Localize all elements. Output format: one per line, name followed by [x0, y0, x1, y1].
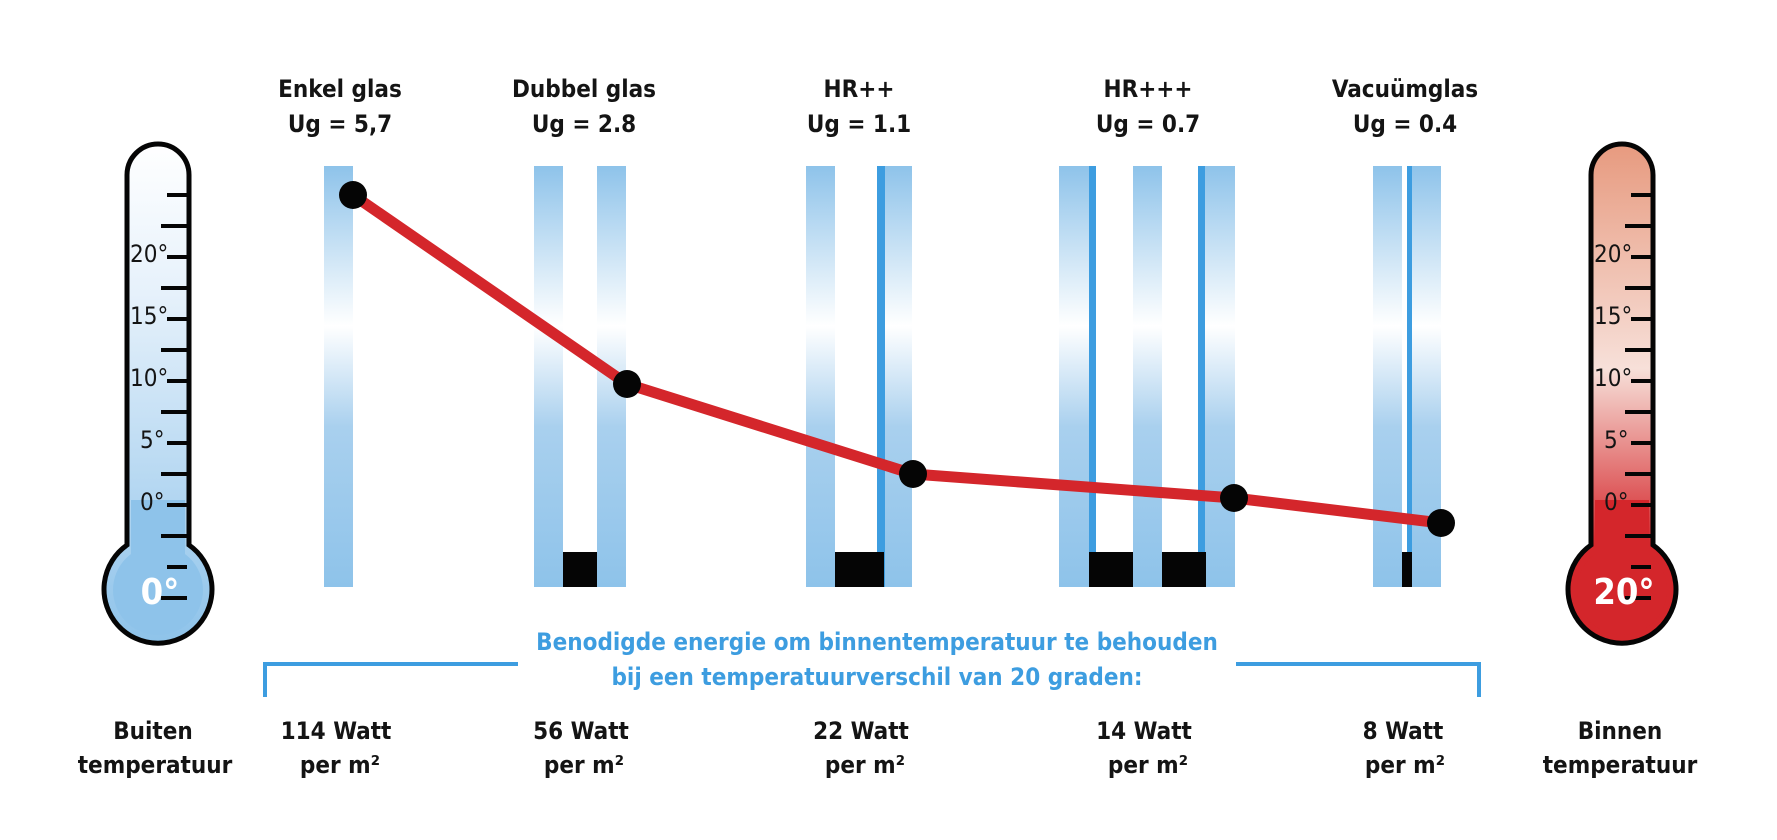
energy-value: 114 Watt: [281, 717, 392, 745]
energy-note: Benodigde energie om binnentemperatuur t…: [263, 628, 1481, 697]
glazing-ug: Ug = 2.8: [532, 110, 636, 138]
data-point: [1427, 509, 1455, 537]
heat-loss-line-layer: [339, 181, 1455, 537]
glazing-ug: Ug = 1.1: [807, 110, 911, 138]
glazing-ug: Ug = 5,7: [288, 110, 392, 138]
thermometer-inside-reading: 20°: [1593, 572, 1654, 613]
coating-line: [1407, 166, 1412, 587]
tick-label: 20°: [1594, 240, 1632, 268]
energy-unit: per m²: [825, 751, 905, 779]
glass-pane: [324, 166, 353, 587]
data-point: [899, 460, 927, 488]
thermometer-outside: 20° 15° 10° 5° 0° 0°: [101, 141, 215, 646]
thermometer-inside-ticks: [1625, 193, 1651, 600]
note-line1: Benodigde energie om binnentemperatuur t…: [536, 628, 1218, 656]
spacer-block: [835, 552, 884, 587]
tick-label: 10°: [1594, 364, 1632, 392]
coating-line: [877, 166, 885, 587]
data-point: [613, 370, 641, 398]
bracket-left: [263, 662, 518, 697]
energy-value: 22 Watt: [813, 717, 909, 745]
glazing-name: Vacuümglas: [1332, 75, 1478, 103]
bottom-labels: Buiten temperatuur 114 Watt per m² 56 Wa…: [78, 717, 1698, 779]
glass-pane: [1200, 166, 1235, 587]
energy-value: 14 Watt: [1096, 717, 1192, 745]
spacer-block: [1089, 552, 1133, 587]
tick-label: 15°: [1594, 302, 1632, 330]
glazing-name: HR+++: [1104, 75, 1193, 103]
bracket-right: [1236, 662, 1481, 697]
caption-inside-line2: temperatuur: [1543, 751, 1698, 779]
energy-value: 8 Watt: [1363, 717, 1444, 745]
glass-pane: [806, 166, 835, 587]
tick-label: 5°: [140, 426, 165, 454]
glazing-name: Enkel glas: [278, 75, 402, 103]
spacer-block: [1162, 552, 1206, 587]
glass-pane: [534, 166, 563, 587]
glazing-name: HR++: [824, 75, 895, 103]
energy-unit: per m²: [544, 751, 624, 779]
glazing-name: Dubbel glas: [512, 75, 656, 103]
glazing-headers: Enkel glas Ug = 5,7 Dubbel glas Ug = 2.8…: [278, 75, 1478, 138]
glass-panes: [324, 166, 1441, 587]
note-line2: bij een temperatuurverschil van 20 grade…: [611, 663, 1142, 691]
thermometer-outside-reading: 0°: [141, 572, 180, 613]
data-point: [339, 181, 367, 209]
energy-unit: per m²: [1365, 751, 1445, 779]
coating-line: [1198, 166, 1205, 587]
thermometer-inside: 20° 15° 10° 5° 0° 20°: [1565, 141, 1679, 646]
tick-label: 20°: [130, 240, 168, 268]
energy-unit: per m²: [300, 751, 380, 779]
caption-inside-line1: Binnen: [1578, 717, 1663, 745]
glass-pane: [1133, 166, 1162, 587]
thermometer-outside-fill: [131, 500, 185, 560]
data-point: [1220, 484, 1248, 512]
glazing-ug: Ug = 0.4: [1353, 110, 1457, 138]
glass-pane: [1059, 166, 1089, 587]
tick-label: 0°: [1604, 488, 1629, 516]
thermometer-outside-ticks: [161, 193, 187, 600]
caption-outside-line2: temperatuur: [78, 751, 233, 779]
tick-label: 0°: [140, 488, 165, 516]
energy-unit: per m²: [1108, 751, 1188, 779]
spacer-block: [563, 552, 597, 587]
thermometer-inside-fill: [1595, 500, 1649, 560]
tick-label: 5°: [1604, 426, 1629, 454]
caption-outside-line1: Buiten: [113, 717, 193, 745]
energy-value: 56 Watt: [533, 717, 629, 745]
coating-line: [1089, 166, 1096, 587]
glass-pane: [1373, 166, 1402, 587]
spacer-block: [1402, 552, 1412, 587]
tick-label: 10°: [130, 364, 168, 392]
glazing-ug: Ug = 0.7: [1096, 110, 1200, 138]
tick-label: 15°: [130, 302, 168, 330]
